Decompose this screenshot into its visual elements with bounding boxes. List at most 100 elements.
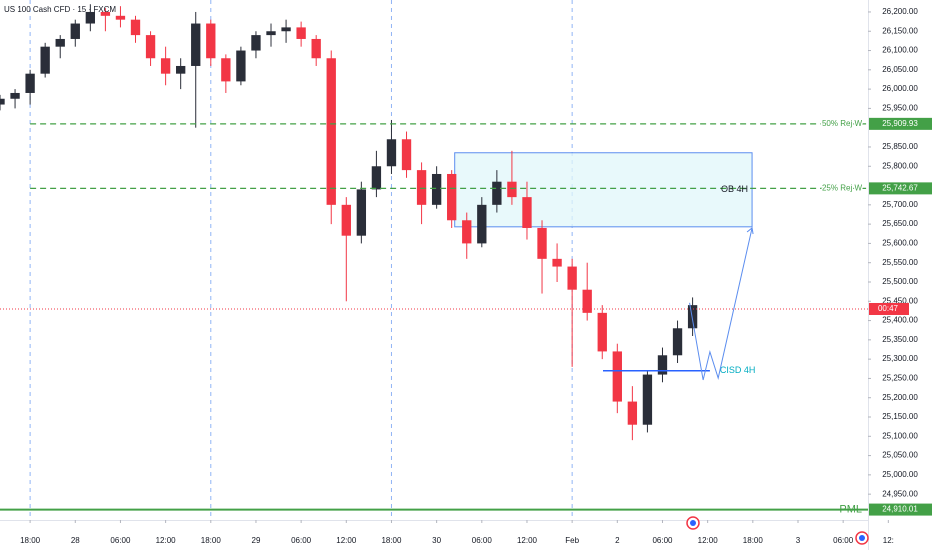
y-tick-label: 25,450.00 — [882, 296, 918, 305]
x-tick-label: 06:00 — [833, 536, 854, 545]
candle-body — [70, 23, 80, 39]
y-tick-label: 25,150.00 — [882, 412, 918, 421]
y-tick-label: 25,600.00 — [882, 239, 918, 248]
x-tick-label: 12:00 — [336, 536, 357, 545]
y-tick-label: 25,400.00 — [882, 316, 918, 325]
candle-body — [612, 351, 622, 402]
candle-body — [597, 312, 607, 352]
candle-body — [507, 181, 517, 198]
candle-body — [130, 19, 141, 36]
candle-body — [115, 15, 126, 20]
zone-label: OB 4H — [721, 184, 748, 194]
cisd-label: CISD 4H — [720, 365, 756, 375]
x-tick-label: 06:00 — [110, 536, 131, 545]
y-tick-label: 25,000.00 — [882, 470, 918, 479]
y-tick-label: 25,200.00 — [882, 393, 918, 402]
x-tick-label: 18:00 — [201, 536, 222, 545]
candle-body — [431, 173, 442, 205]
candle-body — [40, 46, 50, 74]
candle-body — [281, 27, 291, 32]
event-icon-dot — [859, 535, 865, 541]
x-tick-label: 30 — [432, 536, 441, 545]
candle-body — [582, 289, 592, 313]
x-tick-label: 18:00 — [20, 536, 41, 545]
level-price-box — [869, 182, 932, 195]
candle-body — [672, 328, 683, 356]
candle-body — [266, 31, 276, 36]
level-price-label: 25,742.67 — [882, 183, 918, 192]
y-tick-label: 24,950.00 — [882, 489, 918, 498]
candle-body — [371, 166, 382, 190]
x-tick-label: 29 — [252, 536, 261, 545]
candle-body — [176, 65, 186, 74]
candle-body — [687, 305, 698, 329]
x-tick-label: Feb — [565, 536, 579, 545]
candle-body — [627, 401, 638, 425]
projection-arrowhead — [746, 227, 754, 235]
candle-body — [657, 355, 668, 375]
candle-body — [326, 58, 336, 205]
candle-body — [251, 35, 261, 51]
candle-body — [296, 27, 306, 39]
candle-body — [55, 38, 65, 47]
x-tick-label: 06:00 — [291, 536, 312, 545]
y-tick-label: 25,250.00 — [882, 374, 918, 383]
candle-body — [552, 258, 562, 267]
y-tick-label: 25,650.00 — [882, 219, 918, 228]
level-name: PML — [839, 503, 862, 515]
y-tick-label: 25,850.00 — [882, 142, 918, 151]
x-tick-label: 12:00 — [698, 536, 719, 545]
x-tick-label: 12:00 — [517, 536, 538, 545]
candle-body — [206, 23, 216, 59]
axes: 26,200.00 26,150.00 26,100.00 26,050.00 26,0… — [20, 7, 932, 545]
candle-body — [341, 204, 351, 236]
plot: 50% Rej W 25% Rej W PML OB 4H CISD 4H — [0, 0, 868, 520]
candle-body — [145, 35, 156, 59]
y-tick-label: 25,050.00 — [882, 451, 918, 460]
x-tick-label: 18:00 — [743, 536, 764, 545]
candle-body — [567, 266, 577, 290]
y-tick-label: 25,300.00 — [882, 354, 918, 363]
projection-path — [689, 227, 753, 381]
candle-body — [25, 73, 35, 93]
candle-body — [642, 374, 653, 425]
x-tick-label: 18:00 — [381, 536, 402, 545]
y-tick-label: 26,100.00 — [882, 46, 918, 55]
candle-body — [85, 11, 96, 24]
candle-body — [462, 220, 472, 244]
level-price-label: 25,909.93 — [882, 119, 918, 128]
y-tick-label: 25,350.00 — [882, 335, 918, 344]
candle-body — [100, 11, 111, 16]
y-tick-label: 25,100.00 — [882, 431, 918, 440]
candle-body — [477, 204, 487, 244]
level-price-box — [869, 117, 932, 130]
chart-title: US 100 Cash CFD · 15 · FXCM — [4, 5, 116, 14]
y-tick-label: 26,150.00 — [882, 26, 918, 35]
order-block-zone — [454, 152, 753, 228]
candle-body — [356, 189, 367, 236]
event-icon-dot — [690, 520, 696, 526]
candle-body — [401, 139, 412, 171]
candle-body — [386, 139, 397, 167]
y-tick-label: 26,050.00 — [882, 65, 918, 74]
level-price-label: 24,910.01 — [882, 505, 918, 514]
y-tick-label: 25,800.00 — [882, 161, 918, 170]
candle-body — [416, 170, 427, 205]
x-tick-label: 06:00 — [652, 536, 673, 545]
x-tick-label: 12:00 — [156, 536, 177, 545]
x-tick-label: 12: — [883, 536, 894, 545]
candle-body — [160, 58, 171, 74]
candle-body — [447, 173, 457, 221]
candle-body — [492, 181, 502, 205]
candle-body — [221, 58, 231, 82]
x-tick-label: 2 — [615, 536, 620, 545]
candle-body — [191, 23, 201, 66]
candle-body — [537, 227, 547, 259]
candle-body — [10, 92, 20, 99]
y-tick-label: 25,500.00 — [882, 277, 918, 286]
x-tick-label: 3 — [796, 536, 801, 545]
y-tick-label: 25,550.00 — [882, 258, 918, 267]
